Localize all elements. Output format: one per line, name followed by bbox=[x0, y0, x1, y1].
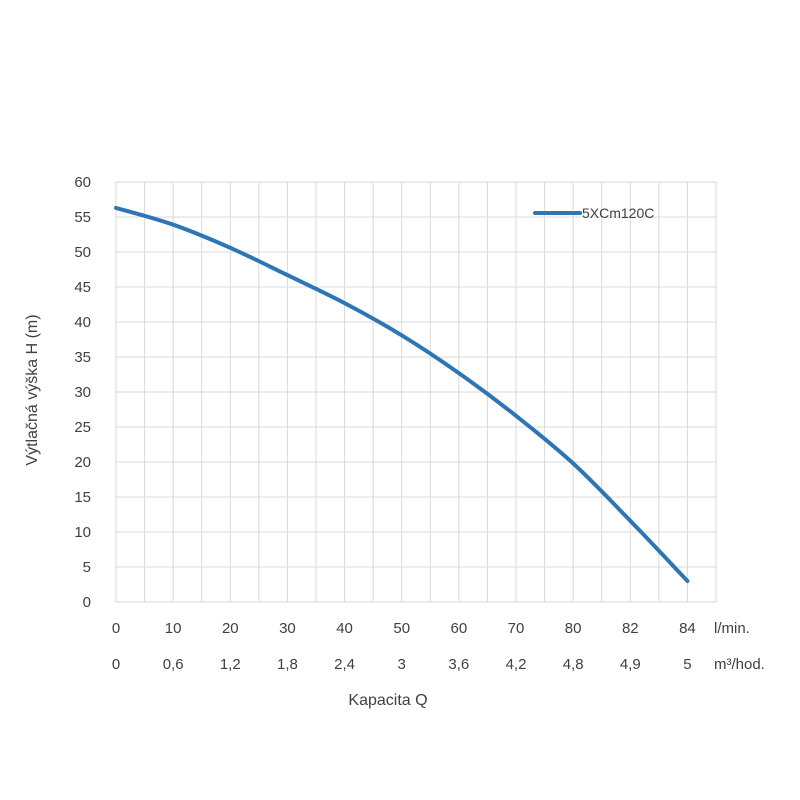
x-axis-ticks: 0 10 20 30 40 50 60 70 80 82 84 bbox=[112, 620, 696, 637]
y-axis-title: Výtlačná výška H (m) bbox=[24, 314, 41, 465]
y-tick-label: 15 bbox=[74, 489, 91, 506]
grid bbox=[115, 181, 717, 603]
y-tick-label: 10 bbox=[74, 524, 91, 541]
y-tick-label: 35 bbox=[74, 349, 91, 366]
data-point bbox=[344, 302, 346, 304]
x-tick-label: 82 bbox=[622, 620, 639, 637]
x-tick-label: 50 bbox=[393, 620, 410, 637]
x-tick-label-secondary: 2,4 bbox=[334, 656, 355, 673]
legend: 5XCm120C bbox=[533, 205, 654, 221]
y-tick-label: 5 bbox=[83, 559, 91, 576]
y-axis-ticks: 0 5 10 15 20 25 30 35 40 45 50 55 60 bbox=[74, 174, 91, 611]
series-line bbox=[114, 205, 690, 583]
series-group bbox=[114, 205, 690, 583]
x-tick-label-secondary: 4,9 bbox=[620, 656, 641, 673]
x-tick-label: 40 bbox=[336, 620, 353, 637]
x-tick-label-secondary: 3 bbox=[398, 656, 406, 673]
data-point bbox=[401, 334, 403, 336]
x-tick-label-secondary: 0,6 bbox=[163, 656, 184, 673]
x-tick-label-secondary: 4,2 bbox=[506, 656, 527, 673]
data-point bbox=[229, 247, 231, 249]
x-tick-label-secondary: 1,2 bbox=[220, 656, 241, 673]
x-axis-ticks-secondary: 0 0,6 1,2 1,8 2,4 3 3,6 4,2 4,8 4,9 5 bbox=[112, 656, 692, 673]
x-tick-label: 20 bbox=[222, 620, 239, 637]
x-unit-label: l/min. bbox=[714, 620, 750, 637]
y-tick-label: 20 bbox=[74, 454, 91, 471]
x-tick-label: 80 bbox=[565, 620, 582, 637]
data-point bbox=[458, 372, 460, 374]
x-unit-secondary-label: m³/hod. bbox=[714, 656, 765, 673]
y-tick-label: 30 bbox=[74, 384, 91, 401]
data-point bbox=[515, 415, 517, 417]
data-point bbox=[572, 462, 574, 464]
y-tick-label: 55 bbox=[74, 209, 91, 226]
y-tick-label: 50 bbox=[74, 244, 91, 261]
x-axis-title: Kapacita Q bbox=[348, 692, 427, 709]
x-tick-label: 30 bbox=[279, 620, 296, 637]
x-tick-label: 70 bbox=[508, 620, 525, 637]
legend-label: 5XCm120C bbox=[582, 205, 654, 221]
data-point bbox=[629, 520, 631, 522]
x-tick-label-secondary: 0 bbox=[112, 656, 120, 673]
data-point bbox=[286, 274, 288, 276]
data-point bbox=[686, 580, 688, 582]
y-tick-label: 45 bbox=[74, 279, 91, 296]
data-point bbox=[115, 207, 117, 209]
data-point bbox=[172, 224, 174, 226]
x-tick-label: 84 bbox=[679, 620, 696, 637]
y-tick-label: 40 bbox=[74, 314, 91, 331]
x-tick-label: 0 bbox=[112, 620, 120, 637]
x-tick-label-secondary: 5 bbox=[683, 656, 691, 673]
x-tick-label: 10 bbox=[165, 620, 182, 637]
y-tick-label: 0 bbox=[83, 594, 91, 611]
x-tick-label-secondary: 4,8 bbox=[563, 656, 584, 673]
x-tick-label: 60 bbox=[451, 620, 468, 637]
x-tick-label-secondary: 3,6 bbox=[448, 656, 469, 673]
y-tick-label: 25 bbox=[74, 419, 91, 436]
x-tick-label-secondary: 1,8 bbox=[277, 656, 298, 673]
y-tick-label: 60 bbox=[74, 174, 91, 191]
